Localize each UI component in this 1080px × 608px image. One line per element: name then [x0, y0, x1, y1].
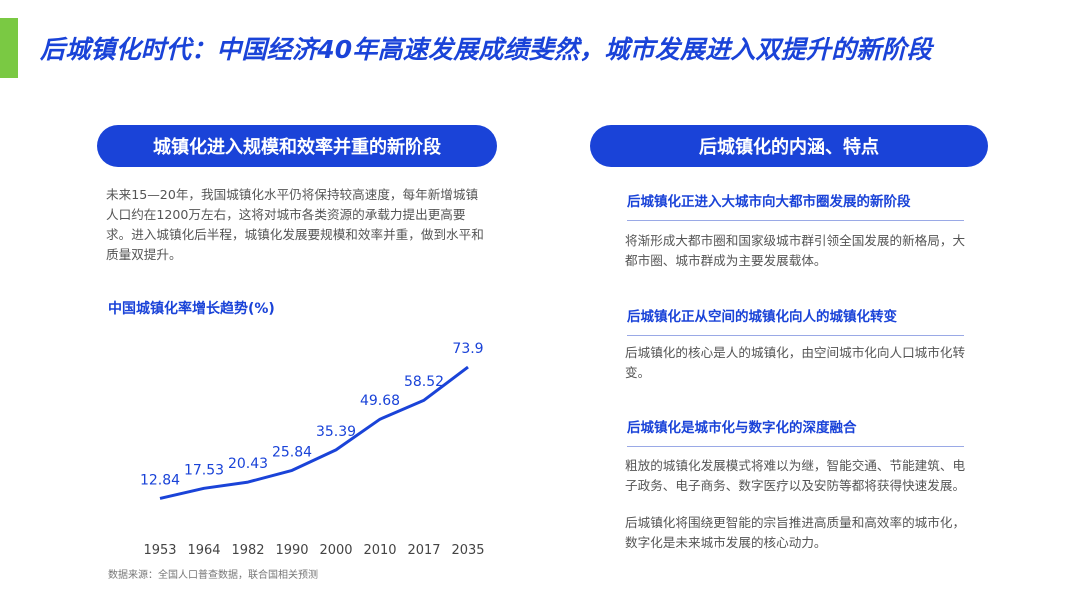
- data-label: 73.9: [452, 341, 483, 357]
- x-tick-label: 1982: [231, 543, 264, 558]
- data-label: 25.84: [272, 444, 312, 460]
- x-tick-label: 2010: [363, 543, 396, 558]
- x-tick-label: 2035: [451, 543, 484, 558]
- series-line: [159, 365, 469, 500]
- left-section-pill: 城镇化进入规模和效率并重的新阶段: [97, 125, 497, 167]
- data-label: 20.43: [228, 456, 268, 472]
- accent-bar: [0, 18, 18, 78]
- x-tick-label: 2000: [319, 543, 352, 558]
- x-tick-label: 2017: [407, 543, 440, 558]
- section-body-3a: 粗放的城镇化发展模式将难以为继，智能交通、节能建筑、电子政务、电子商务、数字医疗…: [625, 458, 966, 493]
- data-label: 17.53: [184, 462, 224, 478]
- data-label: 49.68: [360, 393, 400, 409]
- x-tick-label: 1964: [187, 543, 220, 558]
- data-label: 35.39: [316, 424, 356, 440]
- chart-title: 中国城镇化率增长趋势(%): [108, 301, 275, 317]
- x-tick-label: 1990: [275, 543, 308, 558]
- section-heading-2: 后城镇化正从空间的城镇化向人的城镇化转变: [627, 305, 964, 336]
- section-body-2: 后城镇化的核心是人的城镇化，由空间城市化向人口城市化转变。: [625, 345, 966, 380]
- section-heading-1: 后城镇化正进入大城市向大都市圈发展的新阶段: [627, 190, 964, 221]
- section-body-3b: 后城镇化将围绕更智能的宗旨推进高质量和高效率的城市化，数字化是未来城市发展的核心…: [625, 515, 966, 550]
- slide-title: 后城镇化时代：中国经济40年高速发展成绩斐然，城市发展进入双提升的新阶段: [40, 35, 932, 64]
- right-section-pill: 后城镇化的内涵、特点: [590, 125, 988, 167]
- data-label: 58.52: [404, 374, 444, 390]
- section-heading-3: 后城镇化是城市化与数字化的深度融合: [627, 416, 964, 447]
- x-tick-label: 1953: [143, 543, 176, 558]
- data-source-note: 数据来源：全国人口普查数据，联合国相关预测: [108, 570, 318, 581]
- data-label: 12.84: [140, 472, 180, 488]
- section-body-1: 将渐形成大都市圈和国家级城市群引领全国发展的新格局，大都市圈、城市群成为主要发展…: [625, 233, 966, 268]
- intro-paragraph: 未来15—20年，我国城镇化水平仍将保持较高速度，每年新增城镇人口约在1200万…: [106, 187, 484, 262]
